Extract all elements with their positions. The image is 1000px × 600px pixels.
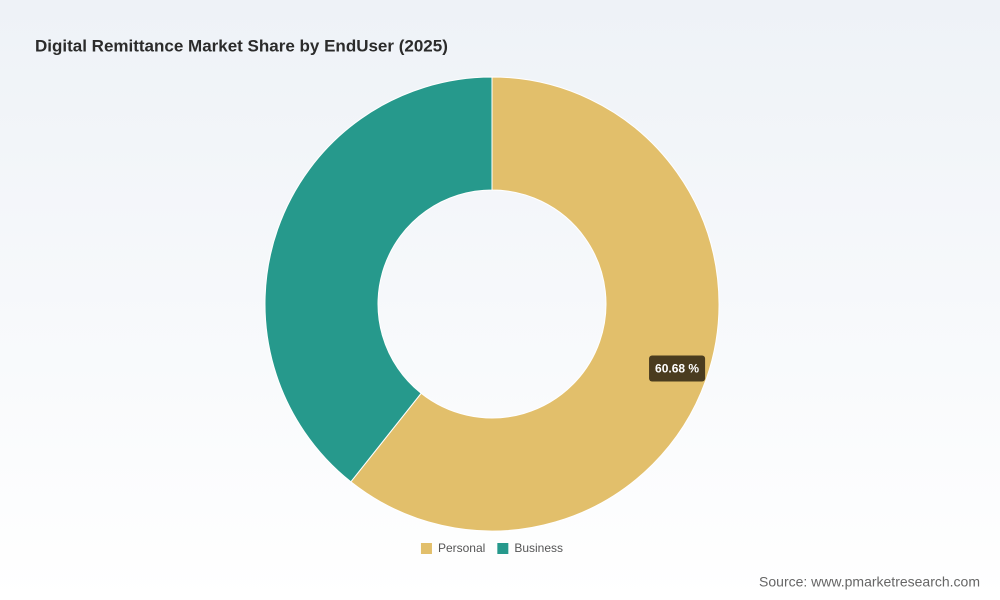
chart-title: Digital Remittance Market Share by EndUs… xyxy=(35,36,448,55)
donut-slice xyxy=(264,76,493,483)
source: Source: www.pmarketresearch.com xyxy=(759,574,980,590)
data-label-box xyxy=(649,355,706,382)
legend-swatch xyxy=(497,543,509,554)
legend: Personal Business xyxy=(420,541,563,555)
donut-slice xyxy=(350,76,720,532)
legend-swatch xyxy=(420,543,432,554)
legend-label: Business xyxy=(514,541,563,555)
data-label: 60.68 % xyxy=(649,355,706,382)
legend-label: Personal xyxy=(438,541,485,555)
data-label-text: 60.68 % xyxy=(655,362,699,376)
